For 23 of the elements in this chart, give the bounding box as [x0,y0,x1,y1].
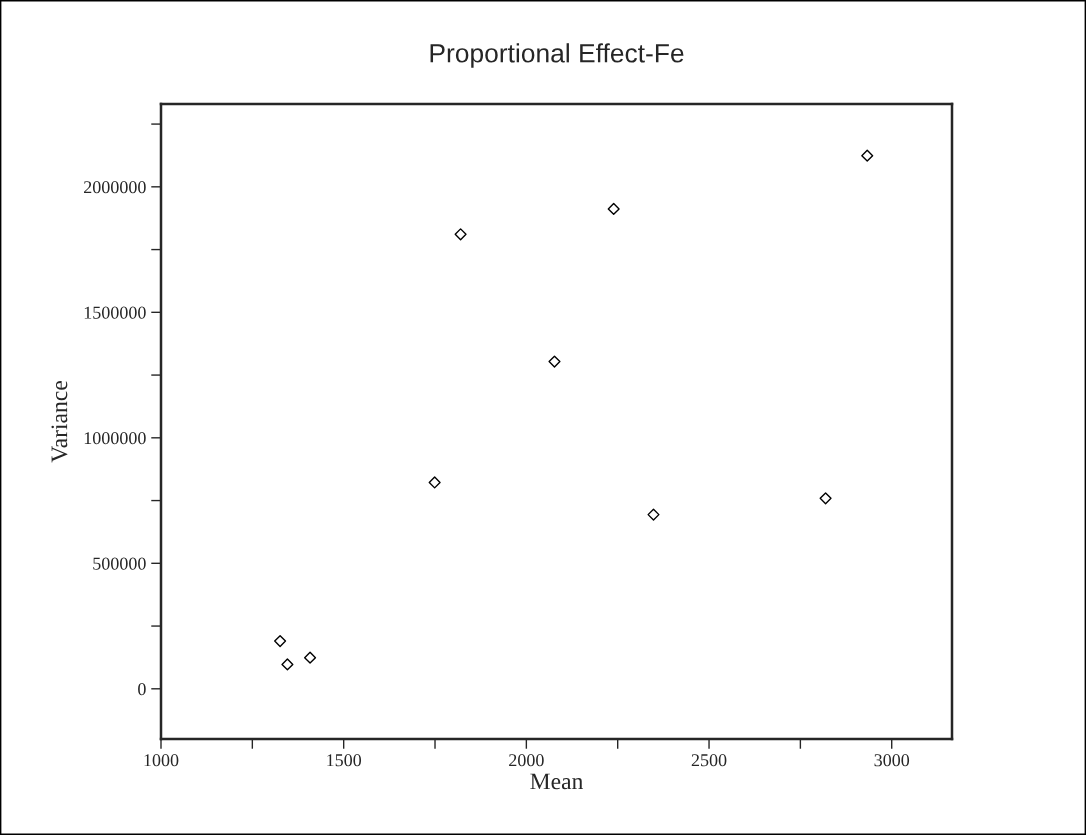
x-tick-label: 3000 [874,754,910,767]
x-tick-label: 2500 [691,754,727,767]
point [861,149,874,162]
y-tick-label: 1500000 [84,306,146,319]
x-axis-title: Mean [530,773,584,790]
y-tick-label: 2000000 [84,181,146,194]
point [281,658,294,671]
y-tick-label: 500000 [93,557,146,570]
point [548,355,561,368]
point [607,202,620,215]
y-axis-title: Variance [51,381,68,463]
point [274,635,287,648]
point [819,492,832,505]
chart-title: Proportional Effect-Fe [430,43,684,68]
point [303,651,317,664]
point [647,508,660,521]
point [428,476,441,489]
x-tick-label: 1000 [144,754,179,767]
x-tick-label: 2000 [509,754,544,767]
point [454,228,467,241]
y-tick-label: 1000000 [84,432,146,445]
x-tick-label: 1500 [327,754,362,767]
y-tick-label: 0 [138,683,146,696]
